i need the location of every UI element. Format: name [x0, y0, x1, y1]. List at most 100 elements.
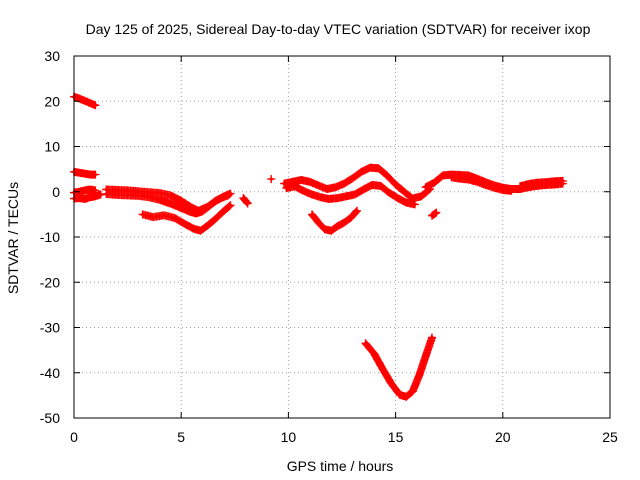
data-point	[104, 192, 108, 196]
data-point	[327, 197, 331, 201]
data-point	[501, 188, 505, 192]
data-point	[301, 189, 306, 193]
data-point	[404, 201, 408, 205]
data-point	[115, 188, 119, 192]
data-point	[441, 173, 445, 178]
data-point	[226, 193, 230, 197]
data-point	[147, 190, 151, 194]
x-tick-label: 20	[495, 429, 511, 445]
data-point	[325, 187, 329, 191]
data-point	[336, 196, 340, 200]
x-tick-label: 0	[70, 429, 78, 445]
data-point	[355, 209, 359, 213]
data-point	[466, 177, 471, 182]
series-track-r	[516, 176, 567, 191]
data-point	[368, 166, 372, 170]
series-track-m	[361, 333, 436, 401]
data-point	[299, 178, 303, 182]
x-tick-label: 10	[281, 429, 297, 445]
series-track-l	[308, 206, 361, 235]
data-point	[411, 389, 415, 393]
series-track-c	[70, 190, 105, 203]
data-point	[348, 216, 353, 220]
data-point	[136, 194, 140, 198]
data-point	[361, 187, 366, 192]
data-point	[381, 367, 385, 371]
x-tick-label: 5	[177, 429, 185, 445]
data-point	[411, 196, 415, 201]
data-point	[336, 224, 340, 228]
y-tick-label: -50	[40, 410, 60, 426]
data-point	[293, 184, 297, 188]
series-track-j	[280, 163, 434, 203]
data-point	[126, 188, 130, 192]
data-point	[151, 215, 155, 219]
data-point	[424, 354, 428, 359]
data-point	[484, 183, 488, 187]
tick-layer: 0 5 10 15 20 25 -50 -40 -30 -20 -10 0 10 20 30	[40, 48, 618, 445]
data-point	[158, 198, 162, 202]
data-point	[518, 184, 522, 188]
data-point	[162, 213, 166, 217]
y-tick-label: 10	[44, 139, 60, 155]
data-point	[241, 196, 245, 200]
data-point	[88, 195, 92, 199]
y-tick-label: -10	[40, 229, 60, 245]
data-point	[430, 335, 434, 340]
series-track-k	[282, 181, 419, 209]
data-point	[316, 220, 321, 225]
series-track-g	[138, 201, 235, 235]
data-point	[308, 180, 312, 184]
series-track-h	[239, 194, 252, 208]
data-point	[535, 181, 539, 185]
data-point	[417, 373, 421, 378]
data-point	[475, 180, 479, 184]
y-tick-label: 20	[44, 93, 60, 109]
data-point	[192, 227, 196, 231]
data-point	[77, 171, 81, 175]
data-point	[449, 175, 453, 179]
data-point	[419, 194, 423, 198]
data-point	[126, 193, 130, 197]
data-point	[183, 222, 188, 226]
data-point	[147, 195, 151, 199]
data-point	[544, 180, 548, 184]
data-point	[402, 190, 406, 194]
data-point	[389, 382, 393, 386]
data-point	[207, 204, 211, 208]
data-point	[188, 210, 192, 214]
data-point	[329, 229, 333, 233]
data-point	[458, 177, 462, 181]
data-point	[168, 193, 173, 197]
data-point	[363, 341, 368, 345]
data-point	[284, 186, 288, 190]
data-point	[83, 197, 87, 201]
data-point	[561, 179, 565, 183]
x-tick-label: 15	[388, 429, 404, 445]
y-tick-label: -20	[40, 274, 60, 290]
data-point	[372, 352, 376, 356]
data-point	[173, 216, 177, 220]
data-point	[370, 183, 374, 187]
data-point	[93, 188, 98, 192]
data-point	[246, 201, 250, 206]
data-point	[526, 182, 531, 186]
data-point	[93, 194, 98, 198]
data-point	[353, 192, 357, 197]
data-point	[269, 177, 273, 181]
data-point	[351, 176, 355, 180]
y-tick-label: 0	[52, 184, 60, 200]
data-point	[83, 99, 87, 103]
data-point	[104, 187, 108, 192]
data-point	[378, 184, 383, 188]
data-point	[168, 201, 173, 206]
series-track-f	[102, 190, 233, 218]
data-point	[228, 191, 233, 196]
data-point	[77, 196, 81, 200]
y-tick-label: -40	[40, 365, 60, 381]
series-track-n	[428, 208, 441, 220]
data-point	[509, 189, 513, 193]
data-point	[398, 393, 402, 397]
data-point	[99, 192, 103, 197]
data-point	[213, 217, 218, 221]
